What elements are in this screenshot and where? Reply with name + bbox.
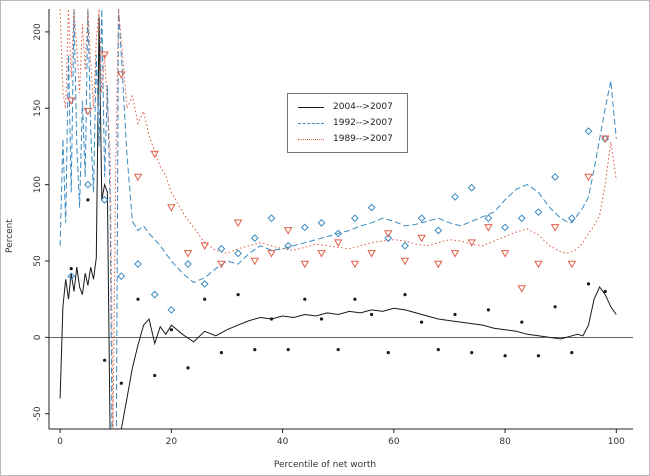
legend-entry-1992-2007: 1992-->2007: [298, 118, 393, 128]
legend-line-sample-dotted: [298, 138, 324, 140]
svg-text:20: 20: [166, 437, 178, 447]
legend-line-sample-dashed: [298, 122, 324, 124]
legend-label: 2004-->2007: [333, 102, 393, 112]
svg-text:-50: -50: [33, 406, 43, 421]
svg-text:60: 60: [388, 437, 400, 447]
legend-entry-2004-2007: 2004-->2007: [298, 102, 393, 112]
y-axis-label: Percent: [5, 219, 15, 253]
legend-label: 1989-->2007: [333, 134, 393, 144]
svg-text:40: 40: [277, 437, 289, 447]
svg-text:200: 200: [33, 23, 43, 40]
svg-text:100: 100: [33, 176, 43, 193]
legend: 2004-->2007 1992-->2007 1989-->2007: [287, 93, 408, 153]
svg-text:80: 80: [499, 437, 511, 447]
svg-text:50: 50: [33, 255, 43, 267]
legend-entry-1989-2007: 1989-->2007: [298, 134, 393, 144]
svg-text:0: 0: [57, 437, 63, 447]
svg-text:100: 100: [608, 437, 625, 447]
svg-text:150: 150: [33, 99, 43, 116]
svg-text:0: 0: [33, 334, 43, 340]
legend-label: 1992-->2007: [333, 118, 393, 128]
legend-line-sample-solid: [298, 106, 324, 108]
x-axis-label: Percentile of net worth: [273, 460, 377, 470]
